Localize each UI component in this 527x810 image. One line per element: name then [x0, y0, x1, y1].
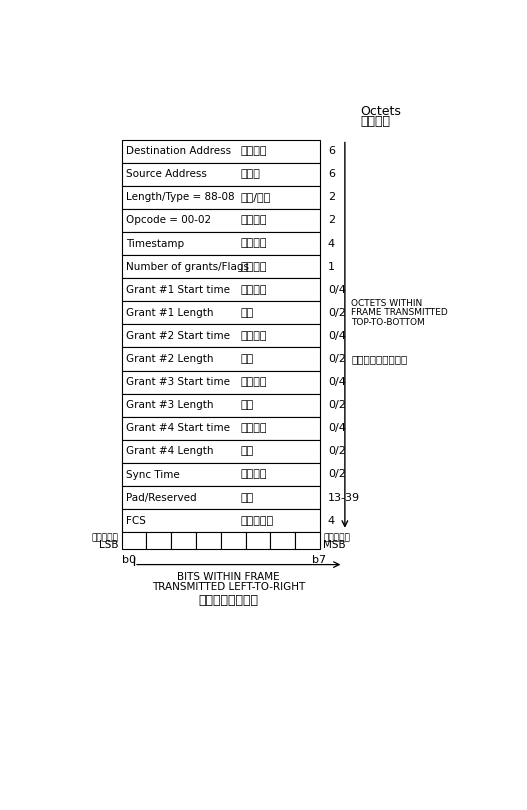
- Text: Source Address: Source Address: [126, 169, 207, 179]
- Text: Grant #1 Start time: Grant #1 Start time: [126, 284, 230, 295]
- Bar: [122, 301, 320, 324]
- Text: MSB: MSB: [323, 540, 346, 550]
- Text: 0/2: 0/2: [328, 400, 346, 410]
- Bar: [122, 232, 320, 255]
- Text: 长度: 长度: [241, 308, 254, 318]
- Bar: [122, 209, 320, 232]
- Text: Number of grants/Flags: Number of grants/Flags: [126, 262, 249, 271]
- Text: 0/4: 0/4: [328, 284, 346, 295]
- Text: FCS: FCS: [126, 516, 146, 526]
- Bar: [122, 324, 320, 347]
- Text: 从左到右为比特数: 从左到右为比特数: [199, 594, 259, 607]
- Bar: [122, 532, 147, 549]
- Bar: [122, 185, 320, 209]
- Bar: [122, 347, 320, 370]
- Text: 6: 6: [328, 146, 335, 156]
- Text: 13-39: 13-39: [328, 492, 360, 502]
- Text: FRAME TRANSMITTED: FRAME TRANSMITTED: [351, 309, 448, 318]
- Text: 长度: 长度: [241, 400, 254, 410]
- Bar: [122, 509, 320, 532]
- Bar: [270, 532, 295, 549]
- Bar: [122, 255, 320, 278]
- Text: 长度/类型: 长度/类型: [241, 192, 271, 202]
- Bar: [122, 463, 320, 486]
- Text: Grant #4 Start time: Grant #4 Start time: [126, 424, 230, 433]
- Text: 0/2: 0/2: [328, 354, 346, 364]
- Text: Grant #1 Length: Grant #1 Length: [126, 308, 214, 318]
- Text: Length/Type = 88-08: Length/Type = 88-08: [126, 192, 235, 202]
- Text: Destination Address: Destination Address: [126, 146, 231, 156]
- Text: 0/2: 0/2: [328, 308, 346, 318]
- Text: 6: 6: [328, 169, 335, 179]
- Text: Opcode = 00-02: Opcode = 00-02: [126, 215, 211, 225]
- Bar: [221, 532, 246, 549]
- Text: 从上到下为八位位组: 从上到下为八位位组: [351, 354, 407, 364]
- Text: 2: 2: [328, 215, 335, 225]
- Text: 开始时间: 开始时间: [241, 377, 267, 387]
- Text: Grant #3 Start time: Grant #3 Start time: [126, 377, 230, 387]
- Text: 开始时间: 开始时间: [241, 331, 267, 341]
- Bar: [122, 486, 320, 509]
- Text: 1: 1: [328, 262, 335, 271]
- Text: 4: 4: [328, 516, 335, 526]
- Bar: [196, 532, 221, 549]
- Text: 0/2: 0/2: [328, 470, 346, 480]
- Text: 时间标志: 时间标志: [241, 238, 267, 249]
- Text: 源地址: 源地址: [241, 169, 260, 179]
- Bar: [295, 532, 320, 549]
- Bar: [122, 440, 320, 463]
- Text: Octets: Octets: [360, 104, 401, 117]
- Text: 八位位组: 八位位组: [360, 115, 391, 128]
- Bar: [122, 278, 320, 301]
- Bar: [147, 532, 171, 549]
- Text: 4: 4: [328, 238, 335, 249]
- Bar: [122, 417, 320, 440]
- Text: 标识编号: 标识编号: [241, 262, 267, 271]
- Bar: [122, 370, 320, 394]
- Text: 长度: 长度: [241, 354, 254, 364]
- Bar: [122, 394, 320, 417]
- Text: 0/4: 0/4: [328, 424, 346, 433]
- Text: OCTETS WITHIN: OCTETS WITHIN: [351, 299, 422, 308]
- Text: 预留: 预留: [241, 492, 254, 502]
- Text: LSB: LSB: [99, 540, 119, 550]
- Text: Grant #2 Start time: Grant #2 Start time: [126, 331, 230, 341]
- Text: 0/4: 0/4: [328, 331, 346, 341]
- Bar: [246, 532, 270, 549]
- Text: 目的地址: 目的地址: [241, 146, 267, 156]
- Text: 0/4: 0/4: [328, 377, 346, 387]
- Text: TOP-TO-BOTTOM: TOP-TO-BOTTOM: [351, 318, 425, 326]
- Text: 同步时间: 同步时间: [241, 470, 267, 480]
- Text: BITS WITHIN FRAME: BITS WITHIN FRAME: [177, 573, 280, 582]
- Text: TRANSMITTED LEFT-TO-RIGHT: TRANSMITTED LEFT-TO-RIGHT: [152, 582, 305, 591]
- Text: 帧校验序号: 帧校验序号: [241, 516, 274, 526]
- Text: 最低有效位: 最低有效位: [92, 533, 119, 542]
- Text: Grant #3 Length: Grant #3 Length: [126, 400, 214, 410]
- Text: Grant #4 Length: Grant #4 Length: [126, 446, 214, 456]
- Text: b0: b0: [122, 555, 135, 565]
- Text: Sync Time: Sync Time: [126, 470, 180, 480]
- Text: 0/2: 0/2: [328, 446, 346, 456]
- Text: Grant #2 Length: Grant #2 Length: [126, 354, 214, 364]
- Text: 工作编码: 工作编码: [241, 215, 267, 225]
- Text: 长度: 长度: [241, 446, 254, 456]
- Bar: [122, 163, 320, 185]
- Bar: [171, 532, 196, 549]
- Text: Timestamp: Timestamp: [126, 238, 184, 249]
- Text: 2: 2: [328, 192, 335, 202]
- Text: 最高有效位: 最高有效位: [323, 533, 350, 542]
- Text: Pad/Reserved: Pad/Reserved: [126, 492, 197, 502]
- Text: b7: b7: [313, 555, 326, 565]
- Text: 开始时间: 开始时间: [241, 284, 267, 295]
- Text: 开始时间: 开始时间: [241, 424, 267, 433]
- Bar: [122, 139, 320, 163]
